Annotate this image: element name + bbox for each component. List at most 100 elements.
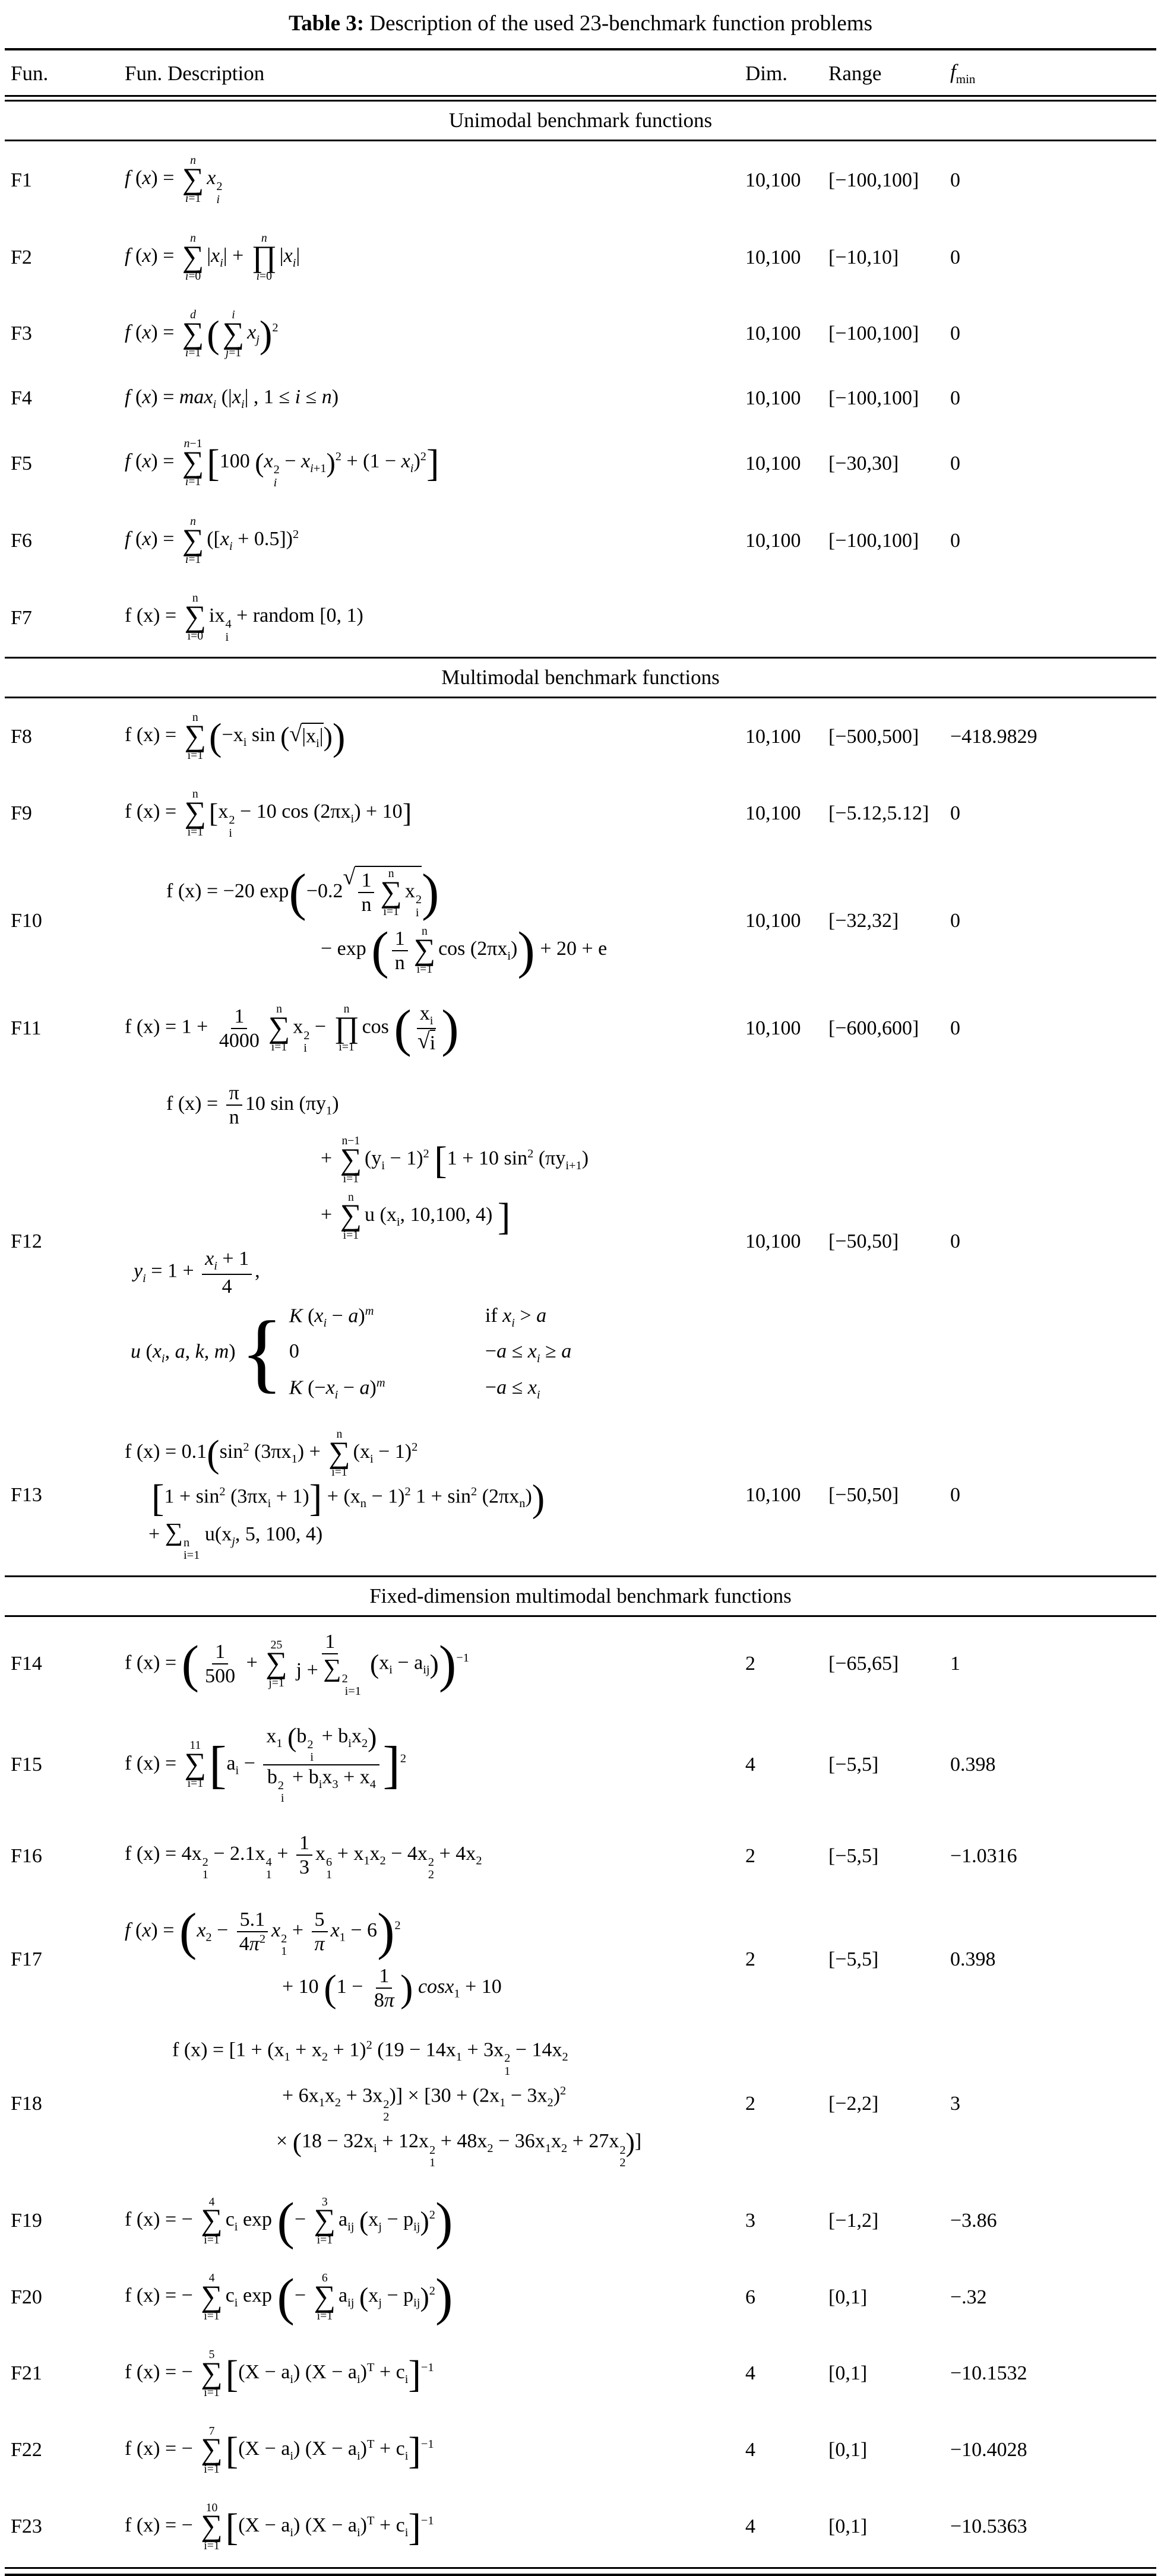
function-formula: f (x) = (x2 − 5.1 4π2 x 2 1 + 5 π x1 − 6)2 + 10… bbox=[125, 1902, 745, 2018]
dimension-value: 4 bbox=[745, 1753, 755, 1776]
table-row: F9 f (x) = n ∑ i=1 [x 2 i − 10 cos (2πxi) + 10… bbox=[5, 775, 1156, 853]
fmin-value: 0 bbox=[950, 1230, 960, 1252]
fmin-value: −1.0316 bbox=[950, 1845, 1017, 1868]
range-value: [−65,65] bbox=[828, 1653, 899, 1675]
section-header: Multimodal benchmark functions bbox=[5, 657, 1156, 699]
function-formula: f (x) = − 4 ∑ i=1 ci exp (− 3 ∑ i=1 aij (xj − … bbox=[125, 2190, 745, 2252]
col-header-dim: Dim. bbox=[745, 61, 787, 85]
range-value: [−100,100] bbox=[828, 387, 919, 409]
dimension-value: 10,100 bbox=[745, 1230, 801, 1252]
fmin-value: 0 bbox=[950, 529, 960, 552]
fmin-value: 3 bbox=[950, 2092, 960, 2115]
function-formula: f (x) = − 5 ∑ i=1 [(X − ai) (X − ai)T + ci]… bbox=[125, 2343, 745, 2405]
formula-line: f (x) = (1 500 + 25 ∑ j=1 1 j + ∑ 2 i=1 (xi − ai… bbox=[125, 1630, 469, 1698]
function-formula: f (x) = 0.1(sin2 (3πx1) + n ∑ i=1 (xi − 1)2… bbox=[125, 1422, 745, 1568]
dimension-value: 10,100 bbox=[745, 246, 801, 268]
range-value: [0,1] bbox=[828, 2362, 868, 2385]
function-id: F23 bbox=[11, 2515, 42, 2537]
col-header-desc: Fun. Description bbox=[125, 61, 265, 85]
table-row: F12 f (x) = π n 10 sin (πy1) + n−1 ∑ i=1 (yi − … bbox=[5, 1068, 1156, 1416]
formula-line: f (x) = n ∑ i=1 x 2 i bbox=[125, 154, 223, 206]
formula-line: f (x) = [1 + (x1 + x2 + 1)2 (19 − 14x1 +… bbox=[172, 2038, 568, 2078]
dimension-value: 2 bbox=[745, 1948, 755, 1971]
formula-line: f (x) = n ∑ i=0 ix 4 i + random [0, 1) bbox=[125, 591, 363, 644]
column-header-row: Fun. Fun. Description Dim. Range fmin bbox=[5, 50, 1156, 95]
col-header-fmin: fmin bbox=[950, 60, 1156, 87]
formula-line: f (x) = π n 10 sin (πy1) bbox=[166, 1081, 339, 1128]
function-id: F15 bbox=[11, 1753, 42, 1776]
fmin-value: 0 bbox=[950, 1017, 960, 1039]
function-id: F8 bbox=[11, 725, 32, 748]
fmin-value: 0.398 bbox=[950, 1948, 996, 1971]
formula-line: f (x) = − 7 ∑ i=1 [(X − ai) (X − ai)T + ci]… bbox=[125, 2424, 434, 2476]
dimension-value: 4 bbox=[745, 2515, 755, 2537]
range-value: [−5,5] bbox=[828, 1948, 879, 1971]
formula-line: f (x) = n−1 ∑ i=1 [100 (x 2 i − xi+1)2 + (1 −… bbox=[125, 436, 439, 489]
function-id: F22 bbox=[11, 2439, 42, 2461]
function-id: F12 bbox=[11, 1230, 42, 1252]
dimension-value: 4 bbox=[745, 2439, 755, 2461]
fmin-value: 0 bbox=[950, 322, 960, 345]
table-row: F20 f (x) = − 4 ∑ i=1 ci exp (− 6 ∑ i=1 aij (xj… bbox=[5, 2259, 1156, 2336]
function-id: F19 bbox=[11, 2209, 42, 2232]
function-formula: f (x) = n ∑ i=1 (−xi sin (√ |xi|)) bbox=[125, 705, 745, 768]
fmin-value: 0 bbox=[950, 909, 960, 932]
table-row: F2 f (x) = n ∑ i=0 |xi| + n ∏ i=0 |xi| 10,100 [−1… bbox=[5, 219, 1156, 296]
formula-line: f (x) = n ∑ i=0 |xi| + n ∏ i=0 |xi| bbox=[125, 232, 300, 283]
fmin-value: −10.4028 bbox=[950, 2439, 1027, 2461]
formula-line: u (xi, a, k, m) {K (xi − a)m if xi > a 0 −a… bbox=[131, 1303, 572, 1402]
range-value: [−50,50] bbox=[828, 1230, 899, 1252]
fmin-value: 0 bbox=[950, 1483, 960, 1506]
dimension-value: 2 bbox=[745, 2092, 755, 2115]
function-formula: f (x) = π n 10 sin (πy1) + n−1 ∑ i=1 (yi − 1)2… bbox=[125, 1075, 745, 1409]
formula-line: f (x) = n ∑ i=1 [x 2 i − 10 cos (2πxi) + 10] bbox=[125, 787, 412, 840]
function-formula: f (x) = − 7 ∑ i=1 [(X − ai) (X − ai)T + ci]… bbox=[125, 2419, 745, 2482]
function-formula: f (x) = [1 + (x1 + x2 + 1)2 (19 − 14x1 +… bbox=[125, 2032, 745, 2176]
table-title-label: Table 3: bbox=[288, 11, 365, 36]
formula-line: − exp (1 n n ∑ i=1 cos (2πxi)) + 20 + e bbox=[321, 921, 608, 980]
table-row: F17 f (x) = (x2 − 5.1 4π2 x 2 1 + 5 π x1 − 6)2 +… bbox=[5, 1895, 1156, 2025]
fmin-value: −3.86 bbox=[950, 2209, 997, 2232]
range-value: [−600,600] bbox=[828, 1017, 919, 1039]
range-value: [−50,50] bbox=[828, 1483, 899, 1506]
formula-line: + n−1 ∑ i=1 (yi − 1)2 [1 + 10 sin2 (πyi+1) bbox=[321, 1134, 589, 1185]
function-id: F11 bbox=[11, 1017, 42, 1039]
table-title-text: Description of the used 23-benchmark fun… bbox=[369, 11, 873, 36]
formula-line: f (x) = − 5 ∑ i=1 [(X − ai) (X − ai)T + ci]… bbox=[125, 2348, 434, 2400]
fmin-value: 0.398 bbox=[950, 1753, 996, 1776]
table-body: Unimodal benchmark functions F1 f (x) = n ∑… bbox=[5, 100, 1156, 2565]
function-formula: f (x) = n ∑ i=1 ([xi + 0.5])2 bbox=[125, 509, 745, 572]
function-id: F13 bbox=[11, 1483, 42, 1506]
function-formula: f (x) = − 4 ∑ i=1 ci exp (− 6 ∑ i=1 aij (xj − … bbox=[125, 2266, 745, 2328]
function-id: F6 bbox=[11, 529, 32, 552]
range-value: [−5,5] bbox=[828, 1753, 879, 1776]
function-formula: f (x) = 1 + 1 4000 n ∑ i=1 x 2 i − n ∏ i=1 cos (xi… bbox=[125, 996, 745, 1061]
table-row: F5 f (x) = n−1 ∑ i=1 [100 (x 2 i − xi+1)2 + (1… bbox=[5, 425, 1156, 502]
dimension-value: 10,100 bbox=[745, 1483, 801, 1506]
formula-line: + 10 (1 − 1 8π) cosx1 + 10 bbox=[282, 1964, 502, 2011]
formula-line: f (x) = (x2 − 5.1 4π2 x 2 1 + 5 π x1 − 6)2 bbox=[125, 1902, 401, 1961]
range-value: [0,1] bbox=[828, 2286, 868, 2308]
formula-line: f (x) = n ∑ i=1 ([xi + 0.5])2 bbox=[125, 515, 299, 567]
function-id: F20 bbox=[11, 2286, 42, 2308]
formula-line: × (18 − 32xi + 12x 2 1 + 48x2 − 36x1x2 + 2… bbox=[276, 2127, 642, 2170]
range-value: [−100,100] bbox=[828, 529, 919, 552]
function-formula: f (x) = −20 exp(−0.2 √ 1 n n ∑ i=1 x 2 i) − exp (1… bbox=[125, 860, 745, 982]
header-rule bbox=[5, 95, 1156, 97]
dimension-value: 10,100 bbox=[745, 169, 801, 191]
fmin-value: 0 bbox=[950, 387, 960, 409]
dimension-value: 10,100 bbox=[745, 909, 801, 932]
function-id: F1 bbox=[11, 169, 32, 191]
range-value: [0,1] bbox=[828, 2439, 868, 2461]
dimension-value: 4 bbox=[745, 2362, 755, 2385]
table-row: F14 f (x) = (1 500 + 25 ∑ j=1 1 j + ∑ 2 i=1 (xi −… bbox=[5, 1617, 1156, 1711]
table-row: F21 f (x) = − 5 ∑ i=1 [(X − ai) (X − ai)T + … bbox=[5, 2336, 1156, 2412]
table-title: Table 3: Description of the used 23-benc… bbox=[5, 11, 1156, 36]
function-formula: f (x) = n−1 ∑ i=1 [100 (x 2 i − xi+1)2 + (1 −… bbox=[125, 432, 745, 495]
function-formula: f (x) = n ∑ i=1 [x 2 i − 10 cos (2πxi) + 10] bbox=[125, 782, 745, 846]
function-formula: f (x) = d ∑ i=1(i ∑ j=1 xj)2 bbox=[125, 303, 745, 365]
formula-line: [1 + sin2 (3πxi + 1)] + (xn − 1)2 1 + si… bbox=[151, 1476, 545, 1520]
